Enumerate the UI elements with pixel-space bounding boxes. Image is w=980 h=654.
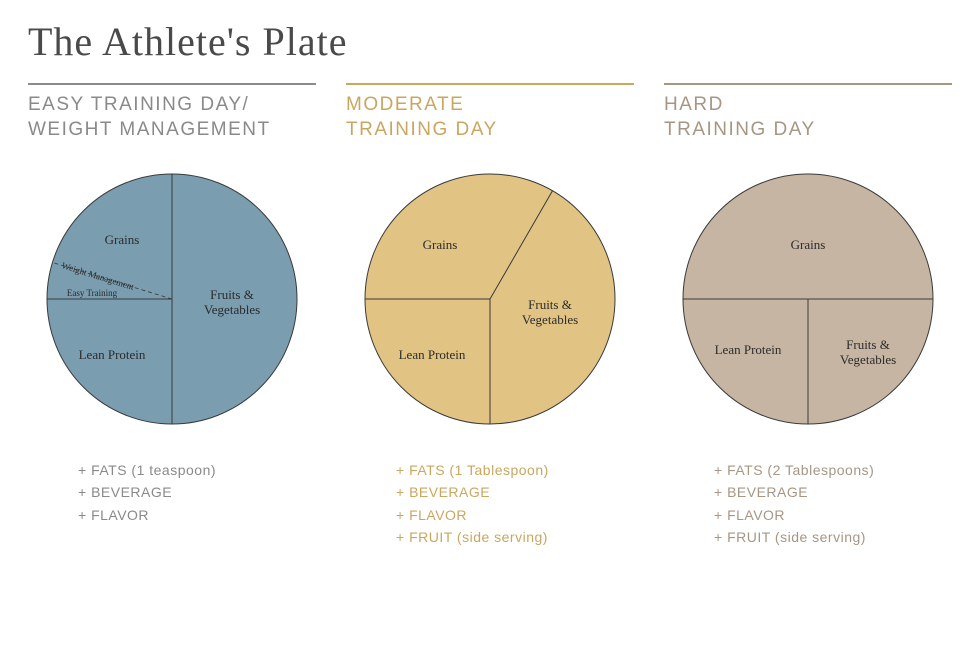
svg-text:Lean Protein: Lean Protein: [715, 342, 782, 357]
note-line: + FATS (2 Tablespoons): [714, 459, 952, 481]
svg-text:Grains: Grains: [791, 237, 826, 252]
svg-text:Vegetables: Vegetables: [522, 312, 578, 327]
col-easy: EASY TRAINING DAY/ WEIGHT MANAGEMENT Fru…: [28, 83, 316, 549]
note-line: + FATS (1 teaspoon): [78, 459, 316, 481]
note-line: + FLAVOR: [396, 504, 634, 526]
svg-text:Lean Protein: Lean Protein: [79, 347, 146, 362]
note-line: + FRUIT (side serving): [396, 526, 634, 548]
plate-moderate-wrap: Fruits &Vegetables Lean Protein Grains: [346, 169, 634, 429]
svg-text:Grains: Grains: [423, 237, 458, 252]
col-heading-moderate: MODERATE TRAINING DAY: [346, 93, 634, 145]
svg-text:Vegetables: Vegetables: [840, 352, 896, 367]
svg-text:Vegetables: Vegetables: [204, 302, 260, 317]
note-line: + FLAVOR: [714, 504, 952, 526]
col-divider-hard: [664, 83, 952, 85]
svg-text:Easy Training: Easy Training: [67, 288, 118, 298]
note-line: + BEVERAGE: [78, 481, 316, 503]
notes-moderate: + FATS (1 Tablespoon)+ BEVERAGE+ FLAVOR+…: [346, 459, 634, 549]
plate-hard-wrap: Grains Lean Protein Fruits &Vegetables: [664, 169, 952, 429]
heading-line2: TRAINING DAY: [346, 119, 498, 140]
svg-text:Fruits &: Fruits &: [846, 337, 890, 352]
svg-text:Lean Protein: Lean Protein: [399, 347, 466, 362]
note-line: + BEVERAGE: [714, 481, 952, 503]
note-line: + BEVERAGE: [396, 481, 634, 503]
svg-text:Grains: Grains: [105, 232, 140, 247]
notes-easy: + FATS (1 teaspoon)+ BEVERAGE+ FLAVOR: [28, 459, 316, 526]
heading-line1: MODERATE: [346, 94, 464, 115]
plate-moderate: Fruits &Vegetables Lean Protein Grains: [360, 169, 620, 429]
heading-line1: EASY TRAINING DAY/: [28, 94, 249, 115]
col-divider-easy: [28, 83, 316, 85]
plate-hard: Grains Lean Protein Fruits &Vegetables: [678, 169, 938, 429]
heading-line1: HARD: [664, 94, 724, 115]
svg-text:Fruits &: Fruits &: [210, 287, 254, 302]
col-heading-hard: HARD TRAINING DAY: [664, 93, 952, 145]
heading-line2: TRAINING DAY: [664, 119, 816, 140]
note-line: + FLAVOR: [78, 504, 316, 526]
heading-line2: WEIGHT MANAGEMENT: [28, 119, 271, 140]
col-hard: HARD TRAINING DAY Grains Lean Protein Frui…: [664, 83, 952, 549]
plate-easy: Fruits &VegetablesLean ProteinGrainsWeig…: [42, 169, 302, 429]
notes-hard: + FATS (2 Tablespoons)+ BEVERAGE+ FLAVOR…: [664, 459, 952, 549]
plate-easy-wrap: Fruits &VegetablesLean ProteinGrainsWeig…: [28, 169, 316, 429]
note-line: + FATS (1 Tablespoon): [396, 459, 634, 481]
svg-text:Fruits &: Fruits &: [528, 297, 572, 312]
note-line: + FRUIT (side serving): [714, 526, 952, 548]
col-heading-easy: EASY TRAINING DAY/ WEIGHT MANAGEMENT: [28, 93, 316, 145]
col-divider-moderate: [346, 83, 634, 85]
columns-container: EASY TRAINING DAY/ WEIGHT MANAGEMENT Fru…: [28, 83, 952, 549]
page-title: The Athlete's Plate: [28, 18, 952, 65]
col-moderate: MODERATE TRAINING DAY Fruits &Vegetables…: [346, 83, 634, 549]
